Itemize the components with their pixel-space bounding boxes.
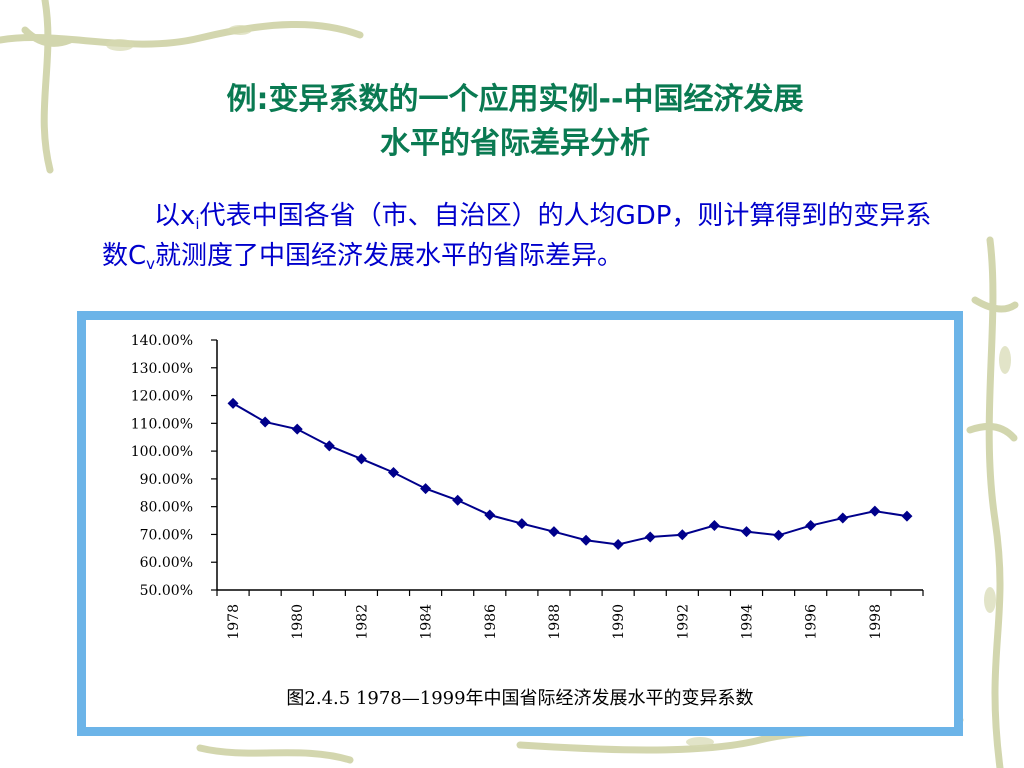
data-point-marker — [644, 531, 656, 543]
y-tick-label: 70.00% — [140, 527, 193, 543]
y-tick-label: 130.00% — [131, 361, 193, 377]
body-subscript-i: i — [195, 215, 200, 233]
data-point-marker — [355, 453, 367, 465]
data-point-marker — [708, 520, 720, 532]
x-tick-label: 1978 — [226, 604, 242, 640]
data-point-marker — [612, 538, 624, 550]
data-point-marker — [420, 483, 432, 495]
y-tick-label: 120.00% — [131, 389, 193, 405]
x-tick-label: 1994 — [740, 604, 756, 640]
body-text-part-1: 以x — [154, 201, 196, 231]
data-point-marker — [291, 423, 303, 435]
x-tick-label: 1984 — [419, 604, 435, 640]
data-point-marker — [323, 440, 335, 452]
data-point-marker — [259, 416, 271, 428]
x-tick-label: 1998 — [868, 604, 884, 640]
x-tick-label: 1992 — [675, 604, 691, 640]
title-line-1: 例:变异系数的一个应用实例--中国经济发展 — [226, 82, 804, 117]
body-text-part-2: 代表中国各省（市、自治区）的人均GDP，则计算得到的变异系数C — [102, 201, 932, 271]
x-tick-label: 1996 — [804, 604, 820, 640]
body-text-part-3: 就测度了中国经济发展水平的省际差异。 — [155, 241, 624, 271]
y-tick-label: 140.00% — [131, 333, 193, 349]
data-point-marker — [580, 534, 592, 546]
series-line — [232, 402, 908, 546]
y-tick-label: 100.00% — [131, 444, 193, 460]
data-point-marker — [452, 494, 464, 506]
data-point-marker — [516, 518, 528, 530]
data-point-marker — [901, 510, 913, 522]
data-point-marker — [805, 520, 817, 532]
data-point-marker — [676, 529, 688, 541]
data-point-marker — [869, 505, 881, 517]
title-line-2: 水平的省际差异分析 — [380, 126, 650, 161]
y-tick-label: 60.00% — [140, 555, 193, 571]
line-chart: 140.00% 130.00% 120.00% 110.00% 100.00% 90.00… — [131, 333, 924, 640]
x-tick-label: 1986 — [483, 604, 499, 640]
body-paragraph: 以xi代表中国各省（市、自治区）的人均GDP，则计算得到的变异系数Cv就测度了中… — [102, 196, 942, 276]
data-point-marker — [227, 397, 239, 409]
data-point-marker — [388, 467, 399, 478]
y-tick-label: 80.00% — [140, 500, 193, 516]
data-point-marker — [548, 526, 560, 538]
data-point-marker — [837, 512, 849, 524]
x-tick-label: 1988 — [547, 604, 563, 640]
x-tick-label: 1980 — [290, 604, 306, 640]
y-tick-label: 90.00% — [140, 472, 193, 488]
body-subscript-v: v — [146, 255, 156, 273]
data-point-marker — [741, 526, 752, 538]
chart-caption: 图2.4.5 1978—1999年中国省际经济发展水平的变异系数 — [286, 688, 754, 709]
slide-title: 例:变异系数的一个应用实例--中国经济发展 水平的省际差异分析 — [100, 78, 930, 166]
y-tick-label: 50.00% — [140, 583, 193, 599]
chart-frame: 140.00% 130.00% 120.00% 110.00% 100.00% 90.00… — [77, 311, 963, 736]
data-point-marker — [484, 509, 496, 521]
data-point-marker — [773, 529, 785, 541]
x-tick-label: 1990 — [611, 604, 627, 640]
y-tick-label: 110.00% — [131, 416, 193, 432]
x-tick-label: 1982 — [354, 604, 370, 640]
